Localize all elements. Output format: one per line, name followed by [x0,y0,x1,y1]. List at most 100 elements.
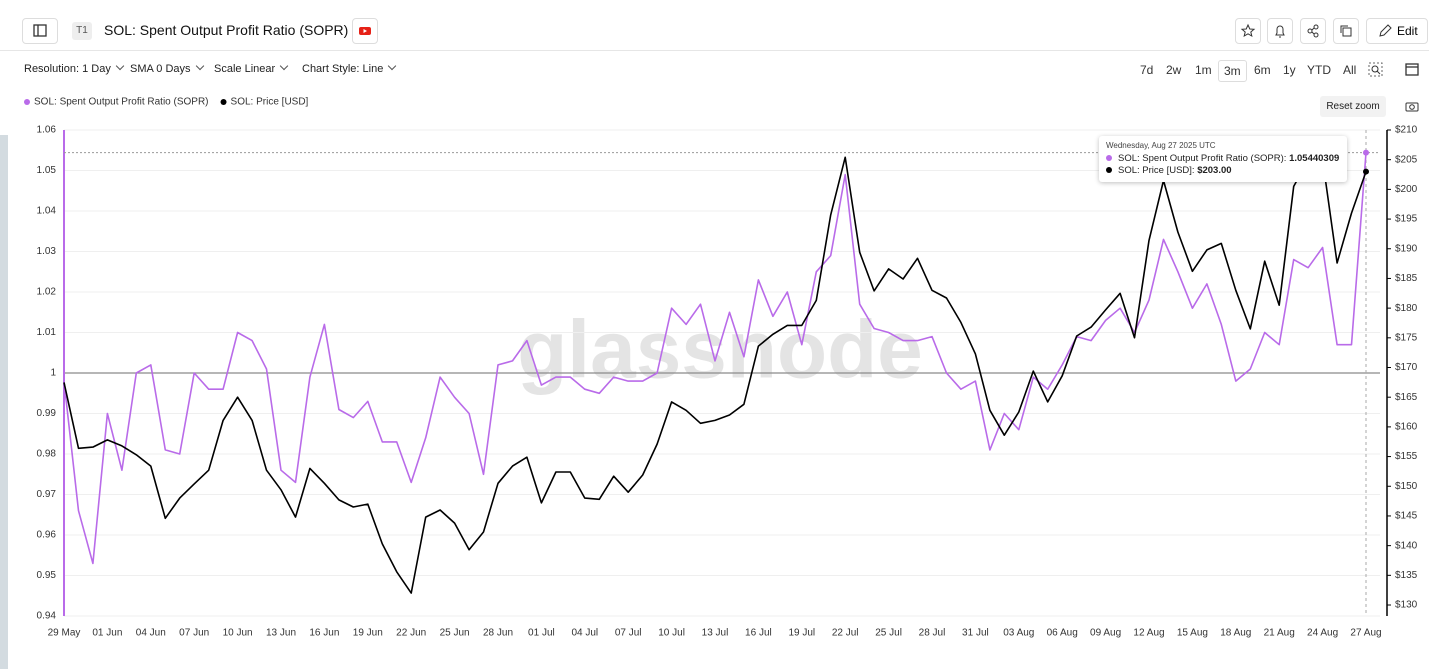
legend-marker [24,99,30,105]
x-tick-label: 01 Jul [528,628,555,639]
zoom-icon[interactable] [1366,60,1386,80]
y2-tick-label: $130 [1395,600,1418,611]
x-tick-label: 16 Jun [309,628,339,639]
y2-tick-label: $190 [1395,243,1418,254]
tooltip-value: $203.00 [1197,165,1232,176]
scroll-strip [0,135,8,669]
tooltip-label: SOL: Spent Output Profit Ratio (SOPR): [1118,153,1287,164]
y2-tick-label: $185 [1395,273,1418,284]
tooltip: Wednesday, Aug 27 2025 UTC SOL: Spent Ou… [1099,136,1347,182]
legend-marker [220,99,227,105]
video-icon [359,27,371,35]
x-tick-label: 13 Jul [702,628,729,639]
sidebar-icon [33,24,47,37]
video-button[interactable] [352,18,378,44]
y2-tick-label: $170 [1395,362,1418,373]
edit-label: Edit [1397,24,1418,38]
edit-button[interactable]: Edit [1366,18,1428,44]
x-tick-label: 25 Jun [440,628,470,639]
style-select[interactable]: Chart Style: Line [302,63,395,75]
x-tick-label: 19 Jul [788,628,815,639]
y2-tick-label: $145 [1395,511,1418,522]
y2-tick-label: $150 [1395,481,1418,492]
x-tick-label: 25 Jul [875,628,902,639]
x-tick-label: 12 Aug [1133,628,1164,639]
x-tick-label: 06 Aug [1047,628,1078,639]
y-tick-label: 0.97 [37,489,57,500]
x-tick-label: 22 Jul [832,628,859,639]
watermark: glassnode [517,305,923,396]
share-button[interactable] [1300,18,1326,44]
tier-badge: T1 [72,22,92,40]
y-tick-label: 1.06 [37,125,57,136]
range-button[interactable]: 1y [1283,63,1296,77]
share-icon [1307,24,1319,38]
y2-tick-label: $195 [1395,214,1418,225]
y-tick-label: 1.02 [37,287,57,298]
x-tick-label: 10 Jul [658,628,685,639]
x-tick-label: 15 Aug [1177,628,1208,639]
y-tick-label: 0.94 [37,611,57,622]
range-button[interactable]: YTD [1307,63,1331,77]
range-button[interactable]: 7d [1140,63,1154,77]
reset-zoom-button[interactable]: Reset zoom [1320,96,1386,117]
y-tick-label: 1.01 [37,327,57,338]
y-tick-label: 1.04 [37,206,57,217]
x-tick-label: 07 Jul [615,628,642,639]
favorite-button[interactable] [1235,18,1261,44]
tooltip-value: 1.05440309 [1289,153,1340,164]
resolution-select[interactable]: Resolution: 1 Day [24,63,123,75]
y2-tick-label: $205 [1395,154,1418,165]
hover-point [1363,168,1369,175]
x-tick-label: 24 Aug [1307,628,1338,639]
y-tick-label: 0.98 [37,449,57,460]
legend-label: SOL: Price [USD] [231,97,309,108]
legend-label: SOL: Spent Output Profit Ratio (SOPR) [34,97,209,108]
series-line [63,156,1367,594]
y2-tick-label: $135 [1395,570,1418,581]
header-divider [0,50,1429,51]
y-tick-label: 1 [50,368,56,379]
y2-tick-label: $210 [1395,125,1418,136]
scale-select[interactable]: Scale Linear [214,63,287,75]
calendar-icon[interactable] [1402,59,1422,79]
x-tick-label: 10 Jun [223,628,253,639]
camera-icon[interactable] [1402,96,1422,116]
sidebar-toggle[interactable] [22,18,58,44]
y2-tick-label: $180 [1395,303,1418,314]
alert-button[interactable] [1267,18,1293,44]
range-button[interactable]: 3m [1218,60,1247,82]
hover-point [1363,149,1369,156]
copy-button[interactable] [1333,18,1359,44]
range-button[interactable]: 6m [1254,63,1271,77]
x-tick-label: 07 Jun [179,628,209,639]
x-tick-label: 31 Jul [962,628,989,639]
range-button[interactable]: 2w [1166,63,1182,77]
tooltip-row: SOL: Price [USD]: $203.00 [1106,165,1232,176]
tooltip-date: Wednesday, Aug 27 2025 UTC [1106,141,1216,150]
y-tick-label: 0.95 [37,570,57,581]
y-tick-label: 1.03 [37,246,57,257]
x-tick-label: 16 Jul [745,628,772,639]
range-button[interactable]: 1m [1195,63,1212,77]
y2-tick-label: $140 [1395,540,1418,551]
y-tick-label: 0.99 [37,408,57,419]
x-tick-label: 21 Aug [1264,628,1295,639]
x-tick-label: 03 Aug [1003,628,1034,639]
y2-tick-label: $155 [1395,451,1418,462]
x-tick-label: 01 Jun [92,628,122,639]
y-tick-label: 0.96 [37,530,57,541]
y2-tick-label: $165 [1395,392,1418,403]
x-tick-label: 18 Aug [1220,628,1251,639]
x-tick-label: 22 Jun [396,628,426,639]
tooltip-dot [1106,167,1112,173]
sma-select[interactable]: SMA 0 Days [130,63,203,75]
tooltip-row: SOL: Spent Output Profit Ratio (SOPR): 1… [1106,153,1339,164]
range-button[interactable]: All [1343,63,1357,77]
tooltip-dot [1106,155,1112,161]
series-line [63,152,1367,565]
y2-tick-label: $175 [1395,332,1418,343]
bell-icon [1275,25,1285,38]
